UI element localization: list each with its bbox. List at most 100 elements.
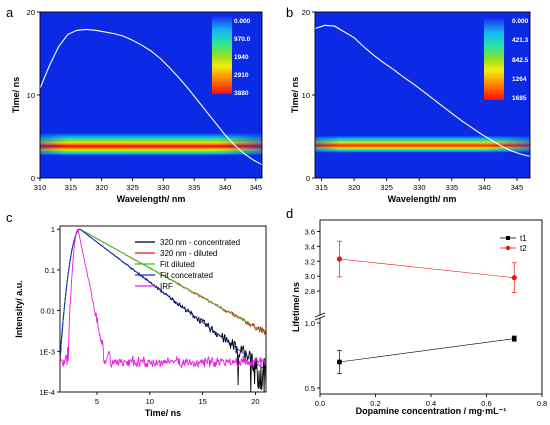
x-tick-label: 0.8 xyxy=(537,399,547,408)
panel-a-colorbar-label: 3880 xyxy=(234,90,249,97)
y-tick-label: 1E-4 xyxy=(39,388,55,397)
panel-b-x-axis-label: Wavelength/ nm xyxy=(388,194,457,204)
panel-b-colorbar-label: 421.3 xyxy=(512,37,529,44)
panel-b-colorbar-label: 1685 xyxy=(512,95,527,102)
panel-b-colorbar-labels: 0.000 421.3 842.5 1264 1685 xyxy=(512,18,529,102)
y-tick-label: 3.0 xyxy=(305,272,315,281)
y-tick-label: 10 xyxy=(27,91,35,100)
panel-d-y-axis-label: Lifetime/ ns xyxy=(291,282,301,332)
panel-a-colorbar-label: 0.000 xyxy=(234,18,251,25)
panel-d: d 0.0 0.2 0.4 0.6 0.8 2.8 3.0 3.2 3.4 3.6 0.5 1.0 t… xyxy=(286,206,547,416)
x-tick-label: 5 xyxy=(95,397,99,406)
x-tick-label: 330 xyxy=(157,183,170,192)
y-tick-label: 3.2 xyxy=(305,257,315,266)
panel-d-axis-break-gap xyxy=(314,315,326,318)
panel-a-colorbar-labels: 0.000 970.0 1940 2910 3880 xyxy=(234,18,251,97)
overlay-curve xyxy=(315,24,530,157)
panel-a-y-axis-label: Time/ ns xyxy=(11,77,21,113)
x-tick-label: 325 xyxy=(380,183,393,192)
panel-a-ticks: 310 315 320 325 330 335 340 345 0 10 20 xyxy=(27,8,262,192)
y-tick-label: 20 xyxy=(302,8,310,17)
legend-label: t1 xyxy=(520,234,527,243)
legend-marker xyxy=(505,245,511,251)
overlay-curve xyxy=(40,28,262,166)
x-tick-label: 0.2 xyxy=(370,399,380,408)
panel-c-ticks: 5 10 15 20 1 0.1 0.01 1E-3 1E-4 xyxy=(39,225,259,406)
panel-b-colorbar-label: 0.000 xyxy=(512,18,529,25)
panel-a: a 310 315 320 325 330 335 340 345 0 10 20 0.000 97… xyxy=(6,5,263,204)
panel-a-overlay-curve-group xyxy=(40,28,262,166)
x-tick-label: 335 xyxy=(446,183,459,192)
y-tick-label: 10 xyxy=(302,91,310,100)
panel-a-colorbar-label: 1940 xyxy=(234,54,249,61)
panel-d-axis-break-mark xyxy=(314,312,326,318)
legend-label: Fit diluted xyxy=(160,260,195,269)
panel-c-legend: 320 nm - concentrated 320 nm - diluted Fit… xyxy=(135,238,240,291)
panel-d-label: d xyxy=(286,206,293,221)
panel-a-colorbar-label: 2910 xyxy=(234,72,249,79)
legend-label: 320 nm - diluted xyxy=(160,249,217,258)
x-tick-label: 20 xyxy=(251,397,259,406)
data-point xyxy=(336,256,343,262)
x-tick-label: 0.0 xyxy=(315,399,325,408)
x-tick-label: 330 xyxy=(413,183,426,192)
panel-b: b 315 320 325 330 335 340 345 0 10 20 0.000 421.3… xyxy=(286,5,531,204)
x-tick-label: 335 xyxy=(188,183,201,192)
data-point xyxy=(511,336,517,341)
panel-c-label: c xyxy=(6,210,13,225)
panel-a-label: a xyxy=(6,5,14,20)
x-tick-label: 340 xyxy=(219,183,232,192)
legend-label: t2 xyxy=(520,244,527,253)
panel-a-colorbar-label: 970.0 xyxy=(234,36,251,43)
panel-d-axis-break-mark xyxy=(314,315,326,321)
y-tick-label: 0.01 xyxy=(40,307,55,316)
x-tick-label: 325 xyxy=(126,183,139,192)
series-line xyxy=(60,228,266,371)
legend-label: 320 nm - concentrated xyxy=(160,238,240,247)
panel-c-x-axis-label: Time/ ns xyxy=(145,408,181,418)
panel-b-heatmap-band-fade xyxy=(315,133,530,155)
data-point xyxy=(511,275,517,281)
panel-a-x-axis-label: Wavelength/ nm xyxy=(117,194,186,204)
panel-b-label: b xyxy=(286,5,293,20)
panel-b-colorbar-label: 842.5 xyxy=(512,57,529,64)
y-tick-label: 1.0 xyxy=(305,319,315,328)
panel-c-frame xyxy=(59,225,267,393)
series-line xyxy=(60,228,266,370)
panel-c-series-group xyxy=(60,228,266,392)
x-tick-label: 0.6 xyxy=(481,399,491,408)
x-tick-label: 320 xyxy=(348,183,361,192)
x-tick-label: 345 xyxy=(511,183,524,192)
x-tick-label: 10 xyxy=(146,397,154,406)
series-connector-line xyxy=(339,258,515,278)
series-line xyxy=(60,228,266,357)
x-tick-label: 310 xyxy=(34,183,47,192)
panel-b-ticks: 315 320 325 330 335 340 345 0 10 20 xyxy=(302,8,524,192)
y-tick-label: 1E-3 xyxy=(39,347,55,356)
y-tick-label: 3.4 xyxy=(305,242,315,251)
legend-label: Fit concetrated xyxy=(160,271,213,280)
legend-label: IRF xyxy=(160,282,173,291)
series-connector-line xyxy=(339,338,515,363)
x-tick-label: 340 xyxy=(478,183,491,192)
legend-marker xyxy=(506,236,510,240)
panel-c-y-axis-label: Intensity/ a.u. xyxy=(14,280,24,338)
panel-b-colorbar xyxy=(484,18,504,100)
panel-b-colorbar-label: 1264 xyxy=(512,76,527,83)
panel-a-colorbar xyxy=(212,16,232,94)
data-point xyxy=(337,359,342,365)
y-tick-label: 0 xyxy=(306,174,310,183)
x-tick-label: 15 xyxy=(198,397,206,406)
y-tick-label: 0.1 xyxy=(45,266,55,275)
y-tick-label: 0 xyxy=(31,174,35,183)
y-tick-label: 0.5 xyxy=(305,384,315,393)
x-tick-label: 345 xyxy=(250,183,263,192)
panel-d-ticks: 0.0 0.2 0.4 0.6 0.8 2.8 3.0 3.2 3.4 3.6 0.5 1.0 xyxy=(305,227,548,408)
x-tick-label: 315 xyxy=(315,183,328,192)
panel-a-heatmap-band-fade xyxy=(40,130,262,158)
panel-d-axis-break xyxy=(314,312,326,321)
panel-b-y-axis-label: Time/ ns xyxy=(290,77,300,113)
panel-d-series-group xyxy=(336,240,517,375)
